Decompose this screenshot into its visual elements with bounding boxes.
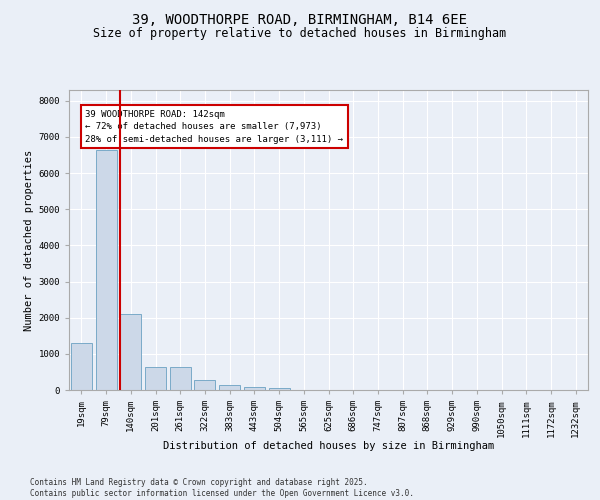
Text: Contains HM Land Registry data © Crown copyright and database right 2025.
Contai: Contains HM Land Registry data © Crown c… <box>30 478 414 498</box>
Bar <box>71 343 92 390</box>
Bar <box>120 314 141 390</box>
Bar <box>244 386 265 390</box>
Bar <box>145 366 166 390</box>
Bar <box>269 388 290 390</box>
Text: Size of property relative to detached houses in Birmingham: Size of property relative to detached ho… <box>94 28 506 40</box>
Bar <box>194 380 215 390</box>
Text: 39 WOODTHORPE ROAD: 142sqm
← 72% of detached houses are smaller (7,973)
28% of s: 39 WOODTHORPE ROAD: 142sqm ← 72% of deta… <box>85 110 343 144</box>
X-axis label: Distribution of detached houses by size in Birmingham: Distribution of detached houses by size … <box>163 441 494 451</box>
Y-axis label: Number of detached properties: Number of detached properties <box>25 150 34 330</box>
Text: 39, WOODTHORPE ROAD, BIRMINGHAM, B14 6EE: 39, WOODTHORPE ROAD, BIRMINGHAM, B14 6EE <box>133 12 467 26</box>
Bar <box>219 386 240 390</box>
Bar <box>170 366 191 390</box>
Bar <box>95 150 116 390</box>
